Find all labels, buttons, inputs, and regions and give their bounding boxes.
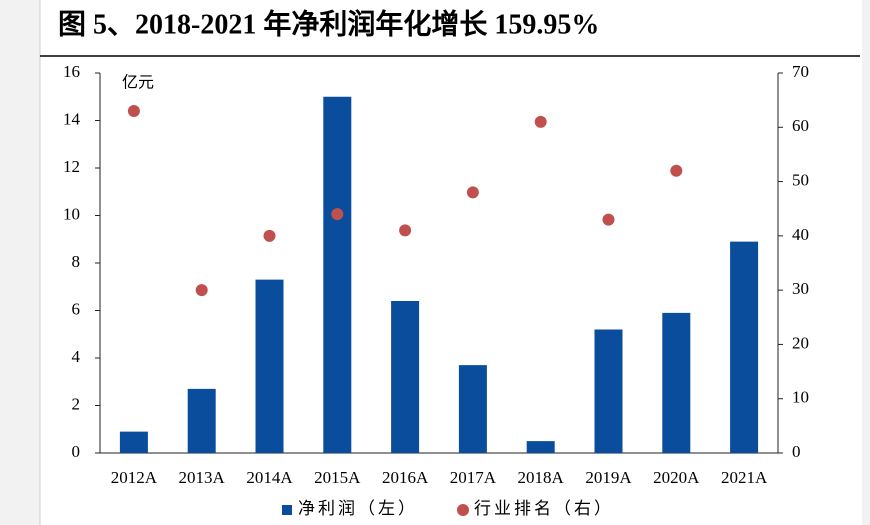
chart-title: 图 5、2018-2021 年净利润年化增长 159.95%: [58, 7, 599, 40]
y2-tick-label: 40: [792, 225, 809, 244]
y-tick-label: 0: [72, 442, 81, 461]
dot: [399, 224, 412, 237]
x-tick-label: 2020A: [653, 468, 700, 487]
y2-tick-label: 60: [792, 116, 809, 135]
dot: [195, 284, 208, 297]
y2-tick-label: 20: [792, 333, 809, 352]
bar: [594, 329, 623, 453]
legend-swatch: [282, 505, 292, 515]
bar: [119, 431, 148, 453]
y2-tick-label: 70: [792, 62, 809, 81]
x-tick-label: 2015A: [314, 468, 361, 487]
y-tick-label: 14: [63, 109, 81, 128]
bar: [323, 96, 352, 453]
side-panel: [0, 0, 40, 525]
dot: [466, 186, 479, 199]
x-tick-label: 2021A: [721, 468, 768, 487]
side-panel: [862, 0, 870, 525]
x-tick-label: 2012A: [111, 468, 158, 487]
y-tick-label: 12: [63, 157, 80, 176]
bar: [662, 312, 691, 453]
bar: [526, 441, 555, 453]
y-tick-label: 10: [63, 204, 80, 223]
x-tick-label: 2016A: [382, 468, 429, 487]
x-tick-label: 2019A: [585, 468, 632, 487]
y-tick-label: 16: [63, 62, 80, 81]
bar: [391, 301, 420, 453]
dot: [534, 115, 547, 128]
bar: [187, 388, 216, 453]
dot: [127, 105, 140, 117]
y-tick-label: 2: [72, 394, 81, 413]
y-tick-label: 4: [72, 347, 81, 366]
x-tick-label: 2017A: [450, 468, 497, 487]
x-tick-label: 2013A: [179, 468, 226, 487]
legend-label: 行业排名（右）: [474, 499, 614, 518]
y-tick-label: 8: [72, 252, 81, 271]
bar: [458, 365, 487, 453]
y2-tick-label: 0: [792, 442, 801, 461]
legend-label: 净利润（左）: [298, 499, 418, 518]
unit-label: 亿元: [122, 74, 154, 92]
x-tick-label: 2018A: [518, 468, 565, 487]
y2-tick-label: 50: [792, 170, 809, 189]
dot: [263, 229, 276, 242]
dot: [602, 213, 615, 226]
x-tick-label: 2014A: [246, 468, 293, 487]
bar: [730, 241, 759, 453]
y-tick-label: 6: [72, 299, 81, 318]
bar: [255, 279, 284, 453]
dot: [331, 208, 344, 221]
dot: [670, 164, 683, 177]
legend-swatch: [457, 504, 469, 516]
y2-tick-label: 10: [792, 388, 809, 407]
y2-tick-label: 30: [792, 279, 809, 298]
